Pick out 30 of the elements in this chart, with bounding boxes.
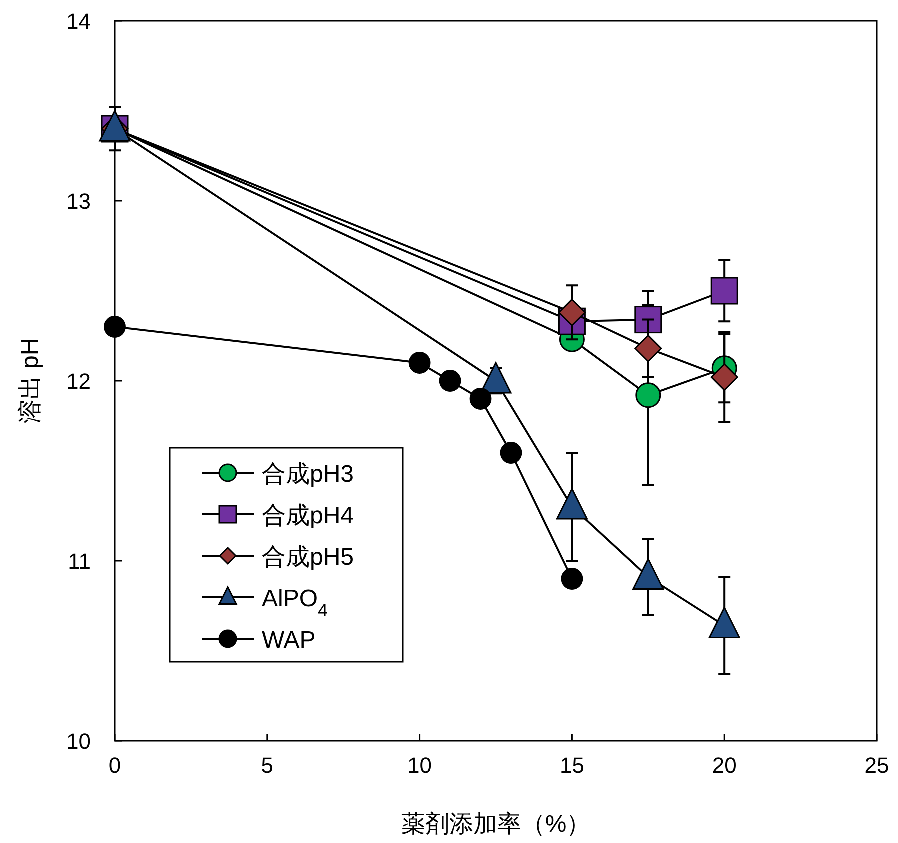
y-tick-label: 12: [66, 369, 91, 394]
x-tick-label: 25: [864, 753, 890, 778]
x-tick-label: 10: [408, 753, 432, 778]
x-axis-title: 薬剤添加率（%）: [401, 811, 591, 838]
legend-label: 合成pH4: [262, 502, 354, 530]
legend-label: AlPO$_{4}$: [262, 586, 328, 620]
y-tick-label: 11: [68, 549, 91, 574]
point: [636, 382, 662, 408]
y-tick-label: 14: [66, 9, 91, 34]
point: [439, 370, 462, 392]
x-tick-label: 15: [560, 753, 584, 778]
x-tick-label: 20: [712, 753, 737, 778]
legend-label: 合成pH3: [262, 461, 354, 488]
point: [710, 277, 738, 305]
legend-label: WAP: [262, 627, 316, 654]
legend-label: 合成pH5: [262, 544, 354, 571]
point: [710, 364, 738, 392]
point: [104, 316, 126, 338]
y-tick-label: 13: [66, 189, 91, 214]
x-tick-label: 5: [261, 753, 274, 778]
point: [500, 442, 522, 464]
point: [470, 388, 492, 410]
y-tick-label: 10: [66, 729, 91, 754]
point: [558, 298, 586, 326]
x-tick-label: 0: [108, 753, 122, 778]
point: [408, 352, 431, 374]
y-axis-title: 溶出 pH: [17, 338, 44, 424]
point: [561, 568, 584, 590]
point: [634, 306, 662, 334]
point: [634, 334, 662, 362]
